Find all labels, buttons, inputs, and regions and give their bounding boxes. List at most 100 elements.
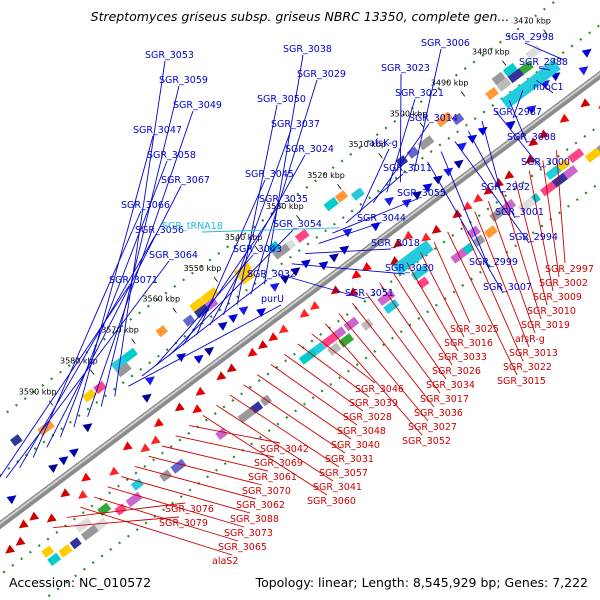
feature-block xyxy=(58,544,73,558)
forward-gene-leader-line xyxy=(141,279,268,377)
forward-gene-arrow xyxy=(204,347,214,356)
reverse-gene-arrow xyxy=(78,490,88,499)
feature-block xyxy=(267,240,281,254)
reverse-gene-label: afsR-g xyxy=(515,334,545,345)
reverse-gene-arrow xyxy=(310,301,320,310)
feature-block xyxy=(215,427,228,440)
forward-gene-label: SGR_3023 xyxy=(381,63,430,74)
kbp-tick-label: 3500 kbp xyxy=(390,109,428,118)
forward-gene-leader-line xyxy=(440,151,490,269)
reverse-gene-leader-line xyxy=(352,302,435,408)
reverse-gene-label: SGR_3042 xyxy=(260,444,309,455)
reverse-gene-arrow xyxy=(258,340,268,349)
reverse-gene-leader-line xyxy=(460,221,524,362)
forward-gene-label: SGR_3021 xyxy=(395,88,444,99)
reverse-gene-leader-line xyxy=(121,476,251,514)
feature-block xyxy=(489,205,507,223)
forward-gene-leader-line xyxy=(195,179,266,336)
reverse-gene-arrow xyxy=(18,519,29,529)
feature-block xyxy=(41,545,55,558)
reverse-gene-arrow xyxy=(268,332,279,342)
forward-gene-arrow xyxy=(256,308,266,317)
feature-block xyxy=(517,196,536,214)
forward-gene-leader-line xyxy=(73,135,154,428)
feature-block xyxy=(551,172,568,189)
feature-block xyxy=(496,77,512,92)
forward-gene-label: SGR_3044 xyxy=(357,213,406,224)
forward-gene-label: SGR_3071 xyxy=(109,275,158,286)
kbp-tick-mark xyxy=(90,369,95,375)
sequence-axis-highlight xyxy=(0,72,600,525)
feature-block-large xyxy=(500,86,526,110)
reverse-gene-arrow xyxy=(46,513,57,523)
reverse-gene-arrow xyxy=(351,269,362,279)
forward-gene-label: SGR_2994 xyxy=(509,232,558,243)
reverse-gene-leader-line xyxy=(311,333,376,384)
forward-gene-label: SGR_3032 xyxy=(247,269,296,280)
reverse-gene-arrow xyxy=(60,488,71,498)
forward-gene-label: purU xyxy=(261,294,284,305)
reverse-gene-leader-line xyxy=(433,241,471,324)
forward-gene-leader-line xyxy=(359,148,390,213)
reverse-gene-arrow xyxy=(538,129,549,139)
reverse-gene-label: SGR_3027 xyxy=(408,422,457,433)
reverse-gene-label: SGR_3088 xyxy=(230,514,279,525)
reverse-gene-label: SGR_3069 xyxy=(254,458,303,469)
reverse-gene-arrow xyxy=(216,371,227,381)
reverse-gene-leader-line xyxy=(419,251,465,338)
forward-gene-label: SGR_2998 xyxy=(505,32,554,43)
kbp-tick-mark xyxy=(378,153,383,159)
kbp-tick-mark xyxy=(543,29,548,35)
forward-gene-label: SGR_3053 xyxy=(145,50,194,61)
reverse-gene-arrow xyxy=(109,466,120,476)
reverse-gene-arrow xyxy=(122,441,133,451)
forward-gene-label: SGR_3049 xyxy=(173,100,222,111)
kbp-tick-mark xyxy=(172,307,177,313)
feature-block xyxy=(435,111,453,128)
reverse-gene-leader-line xyxy=(93,496,239,542)
reverse-gene-arrow xyxy=(348,287,359,297)
reverse-gene-label: SGR_3002 xyxy=(539,278,588,289)
reverse-gene-label: SGR_3022 xyxy=(503,362,552,373)
feature-block xyxy=(200,287,219,304)
kbp-tick-mark xyxy=(48,400,54,406)
forward-gene-leader-line xyxy=(495,110,542,169)
forward-gene-leader-line xyxy=(318,223,378,244)
feature-block xyxy=(556,158,571,172)
reverse-gene-leader-line xyxy=(392,272,453,366)
reverse-gene-leader-line xyxy=(243,384,346,454)
forward-gene-label: SGR_3011 xyxy=(383,163,432,174)
feature-block xyxy=(562,165,579,180)
feature-block xyxy=(159,469,173,482)
feature-block xyxy=(518,60,534,75)
reverse-gene-arrow xyxy=(150,435,161,445)
reverse-gene-leader-line xyxy=(256,374,352,440)
reverse-gene-label: SGR_3034 xyxy=(426,380,475,391)
feature-block xyxy=(502,62,518,77)
feature-block-large xyxy=(408,240,434,264)
reverse-gene-leader-line xyxy=(324,323,423,436)
topology-text: Topology: linear; Length: 8,545,929 bp; … xyxy=(255,575,588,590)
reverse-gene-label: SGR_3026 xyxy=(432,366,481,377)
reverse-gene-leader-line xyxy=(66,502,186,518)
reverse-gene-leader-line xyxy=(447,231,518,376)
kbp-tick-label: 3520 kbp xyxy=(307,171,345,180)
forward-gene-label: SGR_3054 xyxy=(273,219,322,230)
reverse-gene-leader-line xyxy=(216,404,334,482)
kbp-tick-label: 3590 kbp xyxy=(19,387,57,396)
forward-gene-leader-line xyxy=(155,254,254,367)
forward-gene-arrow xyxy=(526,105,537,115)
reverse-gene-label: alaS2 xyxy=(212,556,238,567)
forward-gene-arrow xyxy=(412,191,422,200)
forward-gene-arrow xyxy=(228,314,238,323)
reverse-gene-leader-line xyxy=(555,150,566,264)
kbp-tick-label: 3530 kbp xyxy=(266,202,304,211)
forward-gene-arrow xyxy=(6,495,17,505)
feature-block xyxy=(298,348,318,365)
forward-gene-leader-line xyxy=(182,204,280,346)
forward-gene-label: SGR_3038 xyxy=(283,44,332,55)
feature-block xyxy=(182,314,196,327)
forward-gene-label: SGR_3067 xyxy=(161,175,210,186)
feature-block xyxy=(334,189,349,203)
forward-gene-leader-line xyxy=(524,42,564,61)
